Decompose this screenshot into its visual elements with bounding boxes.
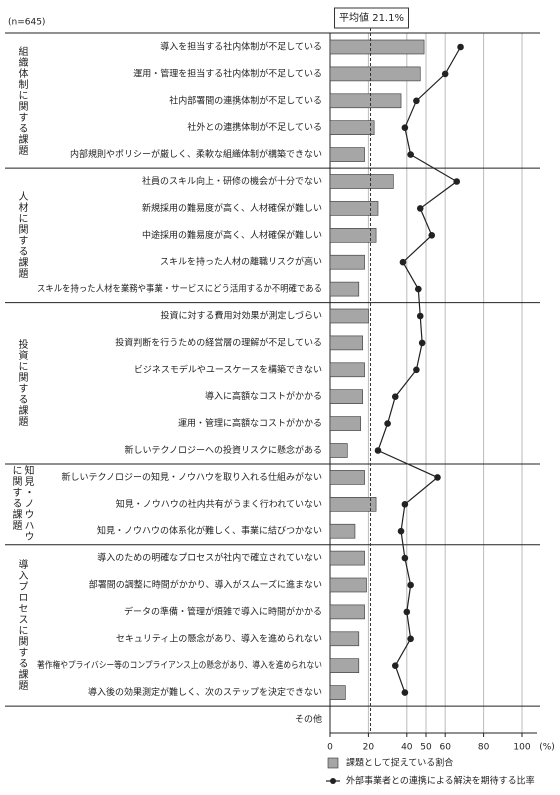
line-dot	[401, 124, 409, 131]
category-label: 社内部署間の連携体制が不足している	[169, 94, 322, 106]
line-dot	[401, 554, 409, 562]
category-label: 社外との連携体制が不足している	[187, 121, 322, 133]
category-label: 導入を担当する社内体制が不足している	[160, 41, 322, 53]
average-box	[334, 7, 410, 29]
legend-swatch	[330, 778, 336, 784]
x-tick-label: 50	[420, 743, 432, 753]
bar	[329, 685, 346, 700]
line-dot	[397, 527, 405, 535]
legend-label: 外部事業者との連携による解決を期待する比率	[346, 775, 535, 787]
group-label: 導入プロセスに関する課題	[16, 559, 27, 692]
legend-label: 課題として捉えている割合	[346, 757, 453, 769]
category-label: その他	[295, 713, 322, 725]
category-label: 部署間の調整に時間がかかり、導入がスムーズに進まない	[89, 579, 322, 591]
line-dot	[391, 662, 399, 669]
bar	[329, 389, 363, 405]
sample-note: (n=645)	[8, 18, 45, 28]
line-dot	[416, 205, 424, 212]
bar	[329, 147, 365, 162]
line-dot	[416, 312, 424, 320]
line-dot	[374, 447, 382, 454]
x-unit: (%)	[539, 743, 555, 753]
line-dot	[434, 474, 441, 481]
legend-swatch	[327, 757, 339, 769]
bar	[329, 577, 367, 593]
category-label: 新しいテクノロジーへの投資リスクに懸念がある	[125, 444, 322, 456]
category-label: 新しいテクノロジーの知見・ノウハウを取り入れる仕組みがない	[62, 471, 322, 483]
bar	[329, 523, 356, 539]
bar	[329, 550, 365, 566]
category-label: 投資に対する費用対効果が測定しづらい	[161, 310, 322, 322]
x-tick-label: 40	[401, 743, 413, 753]
category-label: 導入後の効果測定が難しく、次のステップを決定できない	[88, 686, 322, 698]
category-label: 新規採用の難易度が高く、人材確保が難しい	[142, 202, 322, 214]
x-tick-label: 20	[363, 743, 375, 753]
bar	[329, 443, 348, 458]
group-label: 組織体制に関する課題	[16, 45, 27, 156]
category-label: 投資判断を行うための経営層の理解が不足している	[115, 336, 322, 348]
line-dot	[413, 97, 420, 105]
line-dot	[441, 70, 449, 78]
line-dot	[399, 258, 407, 266]
category-label: 導入に高額なコストがかかる	[205, 390, 322, 402]
category-label: 知見・ノウハウの社内共有がうまく行われていない	[116, 498, 322, 510]
line-dot	[413, 366, 420, 374]
group-label: 知見・ノウハウに関する課題	[10, 465, 33, 543]
x-tick-label: 60	[439, 743, 451, 753]
bar	[329, 470, 365, 485]
category-label: 著作権やプライバシー等のコンプライアンス上の懸念があり、導入を進められない	[37, 659, 322, 671]
bar	[329, 39, 425, 55]
category-label: スキルを持った人材を業務や事業・サービスにどう活用するか不明確である	[37, 283, 322, 295]
category-label: 中途採用の難易度が高く、人材確保が難しい	[142, 229, 322, 241]
category-label: 運用・管理を担当する社内体制が不足している	[133, 67, 322, 79]
line-dot	[403, 608, 411, 616]
bar	[329, 201, 379, 216]
bar	[329, 335, 363, 351]
bar	[329, 120, 375, 135]
line-dot	[457, 43, 464, 51]
x-tick-label: 100	[513, 743, 530, 753]
group-label: 投資に関する課題	[16, 339, 27, 428]
category-label: 運用・管理に高額なコストがかかる	[178, 417, 322, 429]
bar	[329, 174, 394, 189]
category-label: 知見・ノウハウの体系化が難しく、事業に結びつかない	[97, 525, 322, 537]
line-dot	[391, 393, 399, 401]
category-label: スキルを持った人材の離職リスクが高い	[160, 256, 322, 268]
line-dot	[407, 151, 414, 158]
line-dot	[384, 420, 391, 427]
bar	[329, 281, 360, 297]
x-tick-label: 80	[478, 743, 490, 753]
x-tick-label: 0	[327, 743, 333, 753]
category-label: データの準備・管理が煩雑で導入に時間がかかる	[124, 605, 322, 617]
bar	[329, 658, 360, 674]
group-label: 人材に関する課題	[16, 191, 27, 280]
bar	[329, 604, 365, 620]
line-dot	[418, 339, 426, 347]
category-label: 内部規則やポリシーが厳しく、柔軟な組織体制が構築できない	[70, 148, 322, 160]
line-dot	[407, 635, 414, 643]
bar	[329, 308, 369, 324]
bar	[329, 93, 402, 109]
line-dot	[453, 178, 461, 185]
category-label: 社員のスキル向上・研修の機会が十分でない	[142, 175, 322, 187]
line-dot	[401, 689, 409, 696]
bar	[329, 362, 365, 378]
line-dot	[428, 232, 436, 239]
bar	[329, 254, 365, 270]
bar	[329, 66, 421, 82]
bar	[329, 228, 377, 243]
bar	[329, 631, 360, 647]
category-label: ビジネスモデルやユースケースを構築できない	[134, 363, 322, 375]
line-dot	[401, 501, 409, 508]
category-label: セキュリティ上の懸念があり、導入を進められない	[116, 632, 322, 644]
category-label: 導入のための明確なプロセスが社内で確立されていない	[97, 552, 322, 564]
average-label: 平均値 21.1%	[339, 11, 404, 24]
line-dot	[415, 285, 422, 293]
bar	[329, 416, 362, 431]
line-dot	[407, 581, 414, 589]
bar	[329, 496, 377, 512]
